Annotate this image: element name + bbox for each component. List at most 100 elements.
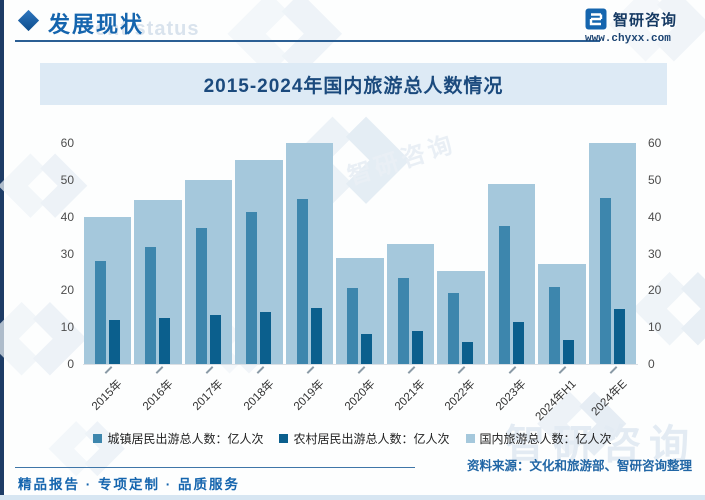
bar-rural-2024年E xyxy=(613,308,625,364)
bar-group-2019年 xyxy=(285,143,335,364)
y-tick-left-30: 30 xyxy=(60,246,74,261)
bar-total-2023年 xyxy=(487,183,536,364)
chart-title-band: 2015-2024年国内旅游总人数情况 xyxy=(40,63,667,105)
bar-group-2015年 xyxy=(83,143,133,364)
legend-label: 国内旅游总人数：亿人次 xyxy=(479,432,612,446)
x-label-2016年: 2016年 xyxy=(140,378,176,413)
bar-total-2020年 xyxy=(336,257,384,364)
bar-rural-2022年 xyxy=(462,341,474,364)
brand-name: 智研咨询 xyxy=(613,11,678,29)
brand-logo-icon xyxy=(585,8,607,30)
bar-group-2018年 xyxy=(234,143,284,364)
footer-slogan: 精品报告 · 专项定制 · 品质服务 xyxy=(18,477,240,492)
x-label-2022年: 2022年 xyxy=(443,378,479,413)
bottom-accent-strip xyxy=(0,495,705,500)
x-label-2017年: 2017年 xyxy=(191,378,226,413)
x-tick-2022年 xyxy=(458,366,466,374)
bar-rural-2016年 xyxy=(159,318,171,364)
footer-source: 资料来源：文化和旅游部、智研咨询整理 xyxy=(466,459,692,473)
x-tick-2023年 xyxy=(508,366,517,374)
bar-group-2024年H1 xyxy=(537,143,587,364)
legend-item-0: 城镇居民出游总人数：亿人次 xyxy=(93,430,263,447)
x-tick-2018年 xyxy=(256,366,264,374)
brand-block: 智研咨询 www.chyxx.com xyxy=(585,8,695,45)
x-label-2015年: 2015年 xyxy=(90,378,125,413)
bar-group-2016年 xyxy=(133,143,183,364)
legend-item-2: 国内旅游总人数：亿人次 xyxy=(465,430,612,447)
bar-total-2019年 xyxy=(285,143,334,364)
bar-urban-2024年E xyxy=(599,198,611,364)
bar-group-2023年 xyxy=(487,143,537,364)
bar-urban-2020年 xyxy=(347,288,359,364)
bar-group-2017年 xyxy=(184,143,234,364)
bar-plot-area xyxy=(83,143,638,365)
x-label-2019年: 2019年 xyxy=(291,378,327,413)
bar-urban-2024年H1 xyxy=(549,287,561,364)
legend-swatch-icon xyxy=(93,434,103,443)
legend-item-1: 农村居民出游总人数：亿人次 xyxy=(279,430,450,447)
y-tick-left-0: 0 xyxy=(67,357,74,371)
bar-urban-2023年 xyxy=(498,225,510,364)
x-tick-2024年E xyxy=(609,366,618,374)
y-tick-left-10: 10 xyxy=(60,320,74,335)
y-tick-right-50: 50 xyxy=(648,172,662,187)
y-tick-left-60: 60 xyxy=(60,136,74,150)
bar-rural-2023年 xyxy=(512,322,524,364)
bar-urban-2021年 xyxy=(397,277,409,364)
x-tick-2020年 xyxy=(357,366,365,374)
x-label-2024年E: 2024年E xyxy=(589,378,630,419)
bar-total-2015年 xyxy=(84,216,132,364)
y-tick-right-10: 10 xyxy=(648,320,662,335)
x-tick-2024年H1 xyxy=(558,366,567,374)
bar-total-2018年 xyxy=(235,159,283,364)
bar-rural-2019年 xyxy=(310,307,322,364)
diamond-icon xyxy=(17,9,40,32)
bar-group-2022年 xyxy=(436,143,486,364)
bar-urban-2017年 xyxy=(195,228,207,364)
bar-urban-2018年 xyxy=(246,212,258,364)
y-tick-right-40: 40 xyxy=(648,209,662,224)
bar-rural-2015年 xyxy=(109,319,120,364)
bar-total-2017年 xyxy=(184,179,233,364)
x-tick-2015年 xyxy=(104,366,113,374)
y-tick-right-30: 30 xyxy=(648,246,662,261)
y-tick-right-20: 20 xyxy=(648,283,662,298)
header-divider xyxy=(15,40,600,42)
bar-urban-2015年 xyxy=(95,260,106,364)
y-tick-right-0: 0 xyxy=(648,357,655,371)
bar-group-2024年E xyxy=(588,143,638,364)
bar-group-2021年 xyxy=(386,143,436,364)
bar-urban-2022年 xyxy=(448,292,460,364)
bar-total-2024年E xyxy=(588,143,636,364)
bar-total-2021年 xyxy=(386,244,435,364)
bar-rural-2020年 xyxy=(361,334,373,364)
bar-rural-2018年 xyxy=(260,311,272,364)
bar-total-2022年 xyxy=(437,270,485,364)
x-label-2021年: 2021年 xyxy=(392,378,428,413)
bar-rural-2021年 xyxy=(411,330,423,364)
chart-legend: 城镇居民出游总人数：亿人次 农村居民出游总人数：亿人次 国内旅游总人数：亿人次 xyxy=(0,430,705,447)
y-tick-left-50: 50 xyxy=(60,172,74,187)
legend-label: 农村居民出游总人数：亿人次 xyxy=(293,432,450,446)
left-accent-strip xyxy=(0,0,4,500)
bar-total-2016年 xyxy=(134,200,182,364)
x-label-2018年: 2018年 xyxy=(241,378,277,413)
bar-rural-2017年 xyxy=(209,315,221,364)
y-axis-right: 0 10 20 30 40 50 60 xyxy=(648,136,686,371)
legend-label: 城镇居民出游总人数：亿人次 xyxy=(107,432,264,446)
footer-divider xyxy=(15,467,415,468)
y-axis-left: 0 10 20 30 40 50 60 xyxy=(36,136,74,371)
y-tick-right-60: 60 xyxy=(648,136,662,150)
x-tick-2021年 xyxy=(407,366,416,374)
x-label-2020年: 2020年 xyxy=(342,378,378,413)
header: ent status 发展现状 智研咨询 www.chyxx.com xyxy=(0,0,705,46)
bar-group-2020年 xyxy=(335,143,385,364)
bar-urban-2016年 xyxy=(145,246,157,364)
y-tick-left-20: 20 xyxy=(60,283,74,298)
bar-urban-2019年 xyxy=(296,199,308,364)
x-tick-2019年 xyxy=(306,366,315,374)
bar-rural-2024年H1 xyxy=(563,340,575,364)
x-label-2023年: 2023年 xyxy=(493,378,529,413)
section-title: 发展现状 xyxy=(48,12,145,37)
